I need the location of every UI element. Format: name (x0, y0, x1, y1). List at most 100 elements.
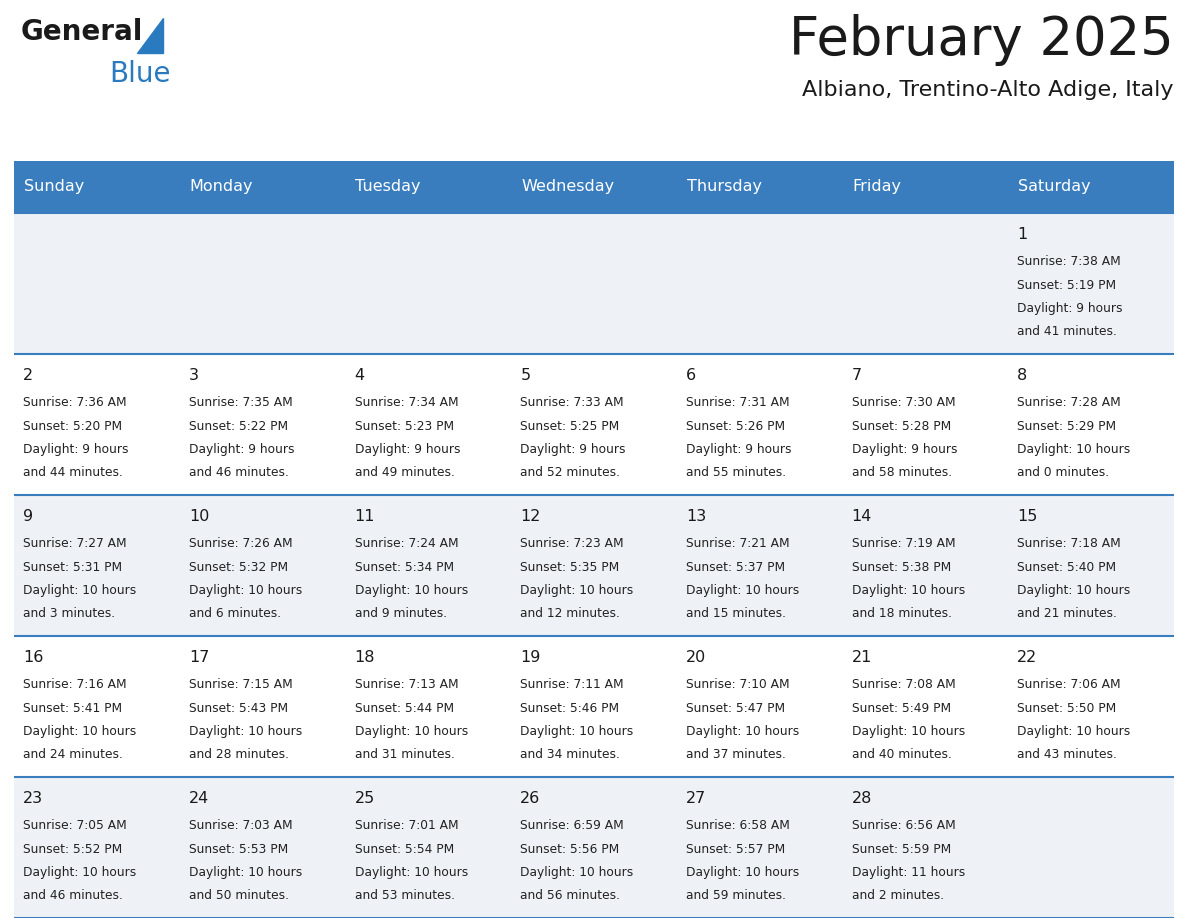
Text: Daylight: 10 hours: Daylight: 10 hours (520, 866, 633, 879)
Bar (14, 636, 1174, 777)
Text: Sunset: 5:34 PM: Sunset: 5:34 PM (355, 561, 454, 574)
Text: Tuesday: Tuesday (355, 179, 421, 195)
Text: Sunrise: 6:58 AM: Sunrise: 6:58 AM (685, 819, 790, 833)
Text: Sunrise: 7:10 AM: Sunrise: 7:10 AM (685, 678, 790, 691)
Text: Sunrise: 7:05 AM: Sunrise: 7:05 AM (24, 819, 127, 833)
Bar (14, 495, 1174, 636)
Text: Daylight: 10 hours: Daylight: 10 hours (685, 725, 800, 738)
Text: and 53 minutes.: and 53 minutes. (355, 890, 455, 902)
Text: Daylight: 10 hours: Daylight: 10 hours (1017, 442, 1131, 456)
Text: Daylight: 10 hours: Daylight: 10 hours (355, 725, 468, 738)
Text: and 3 minutes.: and 3 minutes. (24, 607, 115, 620)
Text: 2: 2 (24, 368, 33, 383)
Text: and 15 minutes.: and 15 minutes. (685, 607, 786, 620)
Text: Daylight: 10 hours: Daylight: 10 hours (189, 584, 302, 597)
Text: and 55 minutes.: and 55 minutes. (685, 466, 786, 479)
Text: Sunset: 5:47 PM: Sunset: 5:47 PM (685, 701, 785, 714)
Text: 3: 3 (189, 368, 200, 383)
Text: Sunset: 5:22 PM: Sunset: 5:22 PM (189, 420, 289, 432)
Text: and 2 minutes.: and 2 minutes. (852, 890, 943, 902)
Text: Daylight: 10 hours: Daylight: 10 hours (355, 866, 468, 879)
Text: Sunrise: 7:31 AM: Sunrise: 7:31 AM (685, 397, 790, 409)
Text: Daylight: 9 hours: Daylight: 9 hours (520, 442, 626, 456)
Text: and 58 minutes.: and 58 minutes. (852, 466, 952, 479)
Text: Sunday: Sunday (24, 179, 84, 195)
Text: Blue: Blue (109, 60, 171, 88)
Text: Sunrise: 7:08 AM: Sunrise: 7:08 AM (852, 678, 955, 691)
Text: Sunset: 5:31 PM: Sunset: 5:31 PM (24, 561, 122, 574)
Text: Sunset: 5:23 PM: Sunset: 5:23 PM (355, 420, 454, 432)
Text: and 44 minutes.: and 44 minutes. (24, 466, 124, 479)
Text: Sunrise: 7:30 AM: Sunrise: 7:30 AM (852, 397, 955, 409)
Text: 17: 17 (189, 650, 209, 665)
Bar (179, 161, 346, 213)
Text: Daylight: 9 hours: Daylight: 9 hours (1017, 302, 1123, 315)
Text: Daylight: 9 hours: Daylight: 9 hours (685, 442, 791, 456)
Text: Daylight: 10 hours: Daylight: 10 hours (852, 584, 965, 597)
Text: Sunrise: 7:38 AM: Sunrise: 7:38 AM (1017, 255, 1121, 268)
Text: Sunset: 5:44 PM: Sunset: 5:44 PM (355, 701, 454, 714)
Text: Daylight: 11 hours: Daylight: 11 hours (852, 866, 965, 879)
Text: Sunset: 5:57 PM: Sunset: 5:57 PM (685, 843, 785, 856)
Text: Sunset: 5:43 PM: Sunset: 5:43 PM (189, 701, 289, 714)
Text: 16: 16 (24, 650, 44, 665)
Text: Sunset: 5:59 PM: Sunset: 5:59 PM (852, 843, 950, 856)
Text: 8: 8 (1017, 368, 1028, 383)
Text: Daylight: 10 hours: Daylight: 10 hours (24, 584, 137, 597)
Text: 23: 23 (24, 791, 44, 806)
Text: Daylight: 10 hours: Daylight: 10 hours (24, 866, 137, 879)
Text: and 37 minutes.: and 37 minutes. (685, 748, 785, 761)
Text: Sunrise: 7:13 AM: Sunrise: 7:13 AM (355, 678, 459, 691)
Text: Thursday: Thursday (687, 179, 762, 195)
Text: Sunset: 5:53 PM: Sunset: 5:53 PM (189, 843, 289, 856)
Text: Albiano, Trentino-Alto Adige, Italy: Albiano, Trentino-Alto Adige, Italy (802, 80, 1174, 100)
Text: Daylight: 9 hours: Daylight: 9 hours (852, 442, 958, 456)
Text: 20: 20 (685, 650, 706, 665)
Text: and 24 minutes.: and 24 minutes. (24, 748, 124, 761)
Text: Sunrise: 7:16 AM: Sunrise: 7:16 AM (24, 678, 127, 691)
Text: Sunset: 5:32 PM: Sunset: 5:32 PM (189, 561, 289, 574)
Text: Daylight: 10 hours: Daylight: 10 hours (520, 584, 633, 597)
Text: Sunrise: 6:59 AM: Sunrise: 6:59 AM (520, 819, 624, 833)
Text: and 34 minutes.: and 34 minutes. (520, 748, 620, 761)
Text: General: General (20, 18, 143, 47)
Text: Sunset: 5:54 PM: Sunset: 5:54 PM (355, 843, 454, 856)
Text: Monday: Monday (190, 179, 253, 195)
Text: 9: 9 (24, 509, 33, 524)
Text: Daylight: 9 hours: Daylight: 9 hours (24, 442, 128, 456)
Bar (346, 161, 511, 213)
Text: Sunrise: 7:34 AM: Sunrise: 7:34 AM (355, 397, 459, 409)
Text: Sunrise: 7:24 AM: Sunrise: 7:24 AM (355, 537, 459, 550)
Text: Sunset: 5:38 PM: Sunset: 5:38 PM (852, 561, 950, 574)
Text: 10: 10 (189, 509, 209, 524)
Text: and 52 minutes.: and 52 minutes. (520, 466, 620, 479)
Text: 14: 14 (852, 509, 872, 524)
Text: 21: 21 (852, 650, 872, 665)
Text: Wednesday: Wednesday (522, 179, 614, 195)
Text: and 18 minutes.: and 18 minutes. (852, 607, 952, 620)
Text: Daylight: 9 hours: Daylight: 9 hours (355, 442, 460, 456)
Text: Sunrise: 7:26 AM: Sunrise: 7:26 AM (189, 537, 292, 550)
Bar (842, 161, 1009, 213)
Text: and 40 minutes.: and 40 minutes. (852, 748, 952, 761)
Text: and 9 minutes.: and 9 minutes. (355, 607, 447, 620)
Text: Sunset: 5:25 PM: Sunset: 5:25 PM (520, 420, 619, 432)
Text: and 56 minutes.: and 56 minutes. (520, 890, 620, 902)
Text: and 12 minutes.: and 12 minutes. (520, 607, 620, 620)
Text: Sunset: 5:49 PM: Sunset: 5:49 PM (852, 701, 950, 714)
Text: 11: 11 (355, 509, 375, 524)
Text: Daylight: 10 hours: Daylight: 10 hours (189, 725, 302, 738)
Text: and 6 minutes.: and 6 minutes. (189, 607, 282, 620)
Text: Friday: Friday (853, 179, 902, 195)
Text: Sunset: 5:35 PM: Sunset: 5:35 PM (520, 561, 619, 574)
Text: 22: 22 (1017, 650, 1037, 665)
Text: Sunrise: 7:33 AM: Sunrise: 7:33 AM (520, 397, 624, 409)
Text: and 41 minutes.: and 41 minutes. (1017, 325, 1117, 338)
Text: Sunrise: 7:23 AM: Sunrise: 7:23 AM (520, 537, 624, 550)
Text: and 46 minutes.: and 46 minutes. (24, 890, 124, 902)
Text: Daylight: 10 hours: Daylight: 10 hours (520, 725, 633, 738)
Text: Sunset: 5:37 PM: Sunset: 5:37 PM (685, 561, 785, 574)
Text: Daylight: 10 hours: Daylight: 10 hours (685, 866, 800, 879)
Text: Sunrise: 7:11 AM: Sunrise: 7:11 AM (520, 678, 624, 691)
Text: 18: 18 (355, 650, 375, 665)
